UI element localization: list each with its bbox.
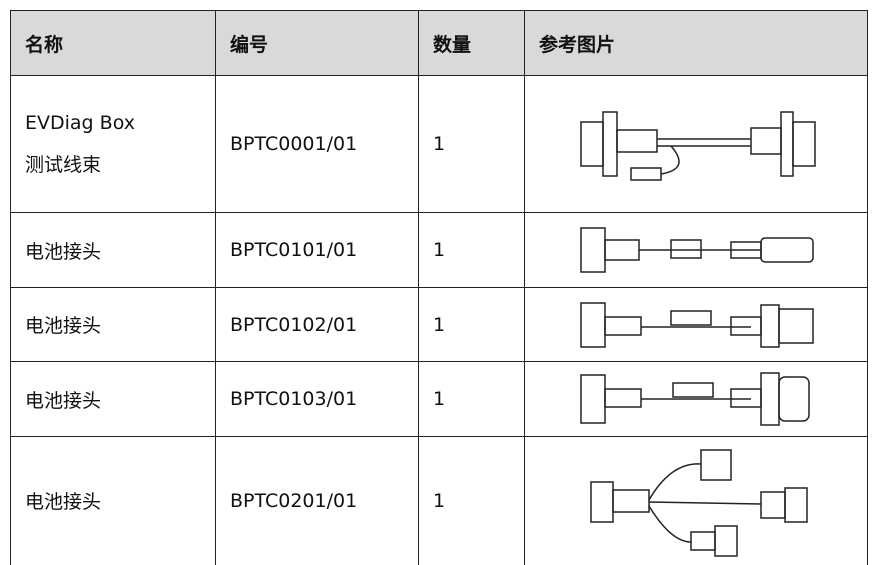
image-cell: [524, 436, 868, 565]
name-line: EVDiag Box: [25, 112, 135, 134]
image-cell: [524, 212, 868, 288]
cable-image: [580, 301, 814, 348]
cable-image: [590, 449, 808, 557]
qty-cell: 1: [418, 436, 525, 565]
code-cell: BPTC0101/01: [215, 212, 419, 288]
row: 电池接头 BPTC0201/01 1: [10, 436, 868, 565]
qty-cell: 1: [418, 361, 525, 437]
qty-cell: 1: [418, 287, 525, 362]
row: 电池接头 BPTC0101/01 1: [10, 212, 868, 288]
header-cell: 编号: [215, 10, 419, 76]
row: EVDiag Box 测试线束 BPTC0001/01 1: [10, 75, 868, 213]
cable-image: [580, 227, 814, 273]
name-cell: 电池接头: [10, 212, 216, 288]
name-cell: 电池接头: [10, 436, 216, 565]
image-cell: [524, 287, 868, 362]
code-cell: BPTC0201/01: [215, 436, 419, 565]
name-cell: 电池接头: [10, 361, 216, 437]
cable-image: [580, 372, 810, 426]
cable-image: [580, 111, 816, 181]
qty-cell: 1: [418, 75, 525, 213]
header-cell: 参考图片: [524, 10, 868, 76]
header-cell: 名称: [10, 10, 216, 76]
name-cell: 电池接头: [10, 287, 216, 362]
image-cell: [524, 75, 868, 213]
name-cell: EVDiag Box 测试线束: [10, 75, 216, 213]
parts-table: 名称 编号 数量 参考图片 EVDiag Box 测试线束 BPTC0001/01…: [10, 10, 868, 565]
code-cell: BPTC0102/01: [215, 287, 419, 362]
code-cell: BPTC0001/01: [215, 75, 419, 213]
code-cell: BPTC0103/01: [215, 361, 419, 437]
qty-cell: 1: [418, 212, 525, 288]
name-line: 测试线束: [25, 154, 102, 176]
image-cell: [524, 361, 868, 437]
row: 电池接头 BPTC0103/01 1: [10, 361, 868, 437]
header-row: 名称 编号 数量 参考图片: [10, 10, 868, 76]
row: 电池接头 BPTC0102/01 1: [10, 287, 868, 362]
header-cell: 数量: [418, 10, 525, 76]
